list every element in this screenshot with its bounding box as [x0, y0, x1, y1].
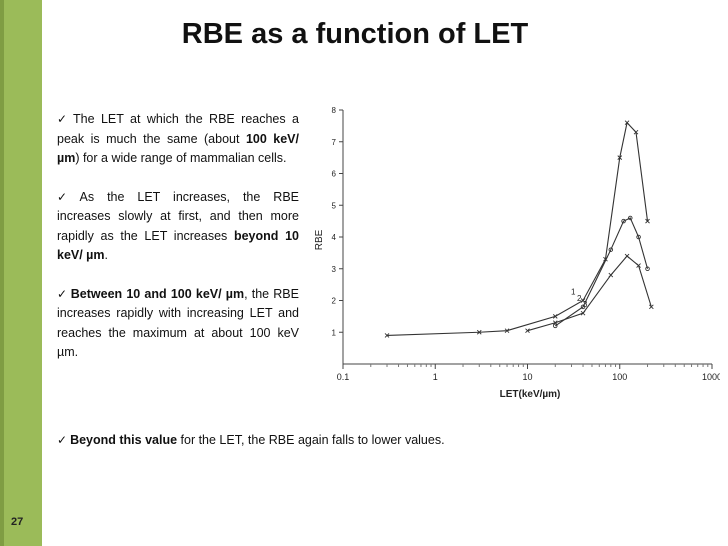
- series-1-line: [386, 121, 649, 336]
- x-tick-label-1000: 1000: [702, 372, 720, 382]
- bullet-1: ✓ The LET at which the RBE reaches a peak…: [57, 110, 299, 169]
- y-tick-label-3: 3: [332, 265, 337, 274]
- bullet-list: ✓ The LET at which the RBE reaches a peak…: [57, 110, 299, 382]
- x-axis-label: LET(keV/µm): [500, 389, 561, 400]
- check-icon: ✓: [57, 112, 70, 126]
- y-tick-label-8: 8: [332, 106, 337, 115]
- series-3-point-4: [624, 253, 630, 259]
- series-1-point-8: [633, 129, 639, 135]
- series-3-point-0: [525, 328, 530, 333]
- x-tick-label-0.1: 0.1: [337, 372, 350, 382]
- series-2-point-0: [553, 323, 558, 329]
- bullet-2: ✓ As the LET increases, the RBE increases…: [57, 188, 299, 266]
- check-icon: ✓: [57, 189, 77, 204]
- series-1-point-9: [645, 218, 650, 224]
- series-2-point-1: [580, 304, 586, 310]
- y-tick-label-6: 6: [332, 170, 337, 179]
- bullet-3-part-1: Between 10 and 100 keV/ µm: [70, 286, 245, 301]
- y-axis-label: RBE: [314, 229, 325, 250]
- slide-number: 27: [11, 516, 24, 528]
- x-tick-label-10: 10: [522, 372, 532, 382]
- bullet-2-part-2: beyond 10 keV/ µm: [57, 228, 299, 263]
- series-1-point-2: [504, 328, 510, 333]
- series-2-point-2: [608, 247, 614, 252]
- x-tick-label-100: 100: [612, 372, 627, 382]
- series-1-point-1: [476, 329, 482, 335]
- sidebar-strip: [0, 0, 4, 546]
- series-1-point-7: [624, 120, 630, 126]
- y-tick-label-2: 2: [332, 297, 337, 306]
- y-ticks: 1 2 3 4 5 6 7 8: [332, 106, 343, 337]
- bullet-1-part-2: 100 keV/µm: [57, 131, 299, 166]
- series-3-point-5: [636, 263, 641, 268]
- series-2-line: [554, 217, 649, 327]
- series-1-point-6: [617, 155, 623, 160]
- series-2-label: 2: [577, 294, 582, 303]
- x-tick-label-1: 1: [433, 372, 438, 382]
- series-3-point-2: [580, 310, 586, 316]
- bullet-1-part-3: ) for a wide range of mammalian cells.: [75, 151, 287, 165]
- series-3-point-3: [608, 272, 614, 278]
- series-3-label: 3: [583, 300, 588, 309]
- bullet-3: ✓ Between 10 and 100 keV/ µm, the RBE inc…: [57, 285, 299, 363]
- bullet-1-part-1: The LET at which the RBE reaches a peak …: [57, 112, 299, 146]
- bottom-bullet-part-1: Beyond this value: [70, 433, 178, 447]
- y-tick-label-1: 1: [332, 328, 337, 337]
- series-1-label: 1: [571, 288, 576, 297]
- series-3-point-1: [552, 320, 558, 326]
- bullet-2-part-3: .: [104, 248, 108, 262]
- bottom-bullet-part-2: for the LET, the RBE again falls to lowe…: [177, 433, 445, 447]
- bottom-bullet: ✓ Beyond this value for the LET, the RBE …: [57, 433, 657, 447]
- series-2-point-6: [645, 266, 650, 271]
- bullet-3-part-2: , the RBE increases rapidly with increas…: [57, 286, 299, 360]
- check-icon: ✓: [57, 286, 68, 301]
- series-2-point-4: [628, 215, 633, 221]
- series-group: 123: [384, 120, 654, 338]
- series-2-point-5: [636, 234, 641, 240]
- slide-title: RBE as a function of LET: [181, 18, 529, 50]
- check-icon: ✓: [57, 433, 68, 447]
- series-3-point-6: [649, 304, 654, 310]
- series-1-point-3: [552, 314, 558, 319]
- series-1-point-4: [580, 298, 586, 303]
- x-ticks: 0.1 1 10 100 1000: [337, 364, 720, 382]
- y-tick-label-7: 7: [332, 138, 337, 147]
- bullet-2-part-1: As the LET increases, the RBE increases …: [57, 189, 299, 243]
- series-1-point-0: [384, 333, 390, 338]
- y-tick-label-4: 4: [332, 233, 337, 242]
- y-tick-label-5: 5: [332, 201, 337, 210]
- slide-sidebar: [0, 0, 42, 546]
- series-2-point-3: [621, 218, 626, 224]
